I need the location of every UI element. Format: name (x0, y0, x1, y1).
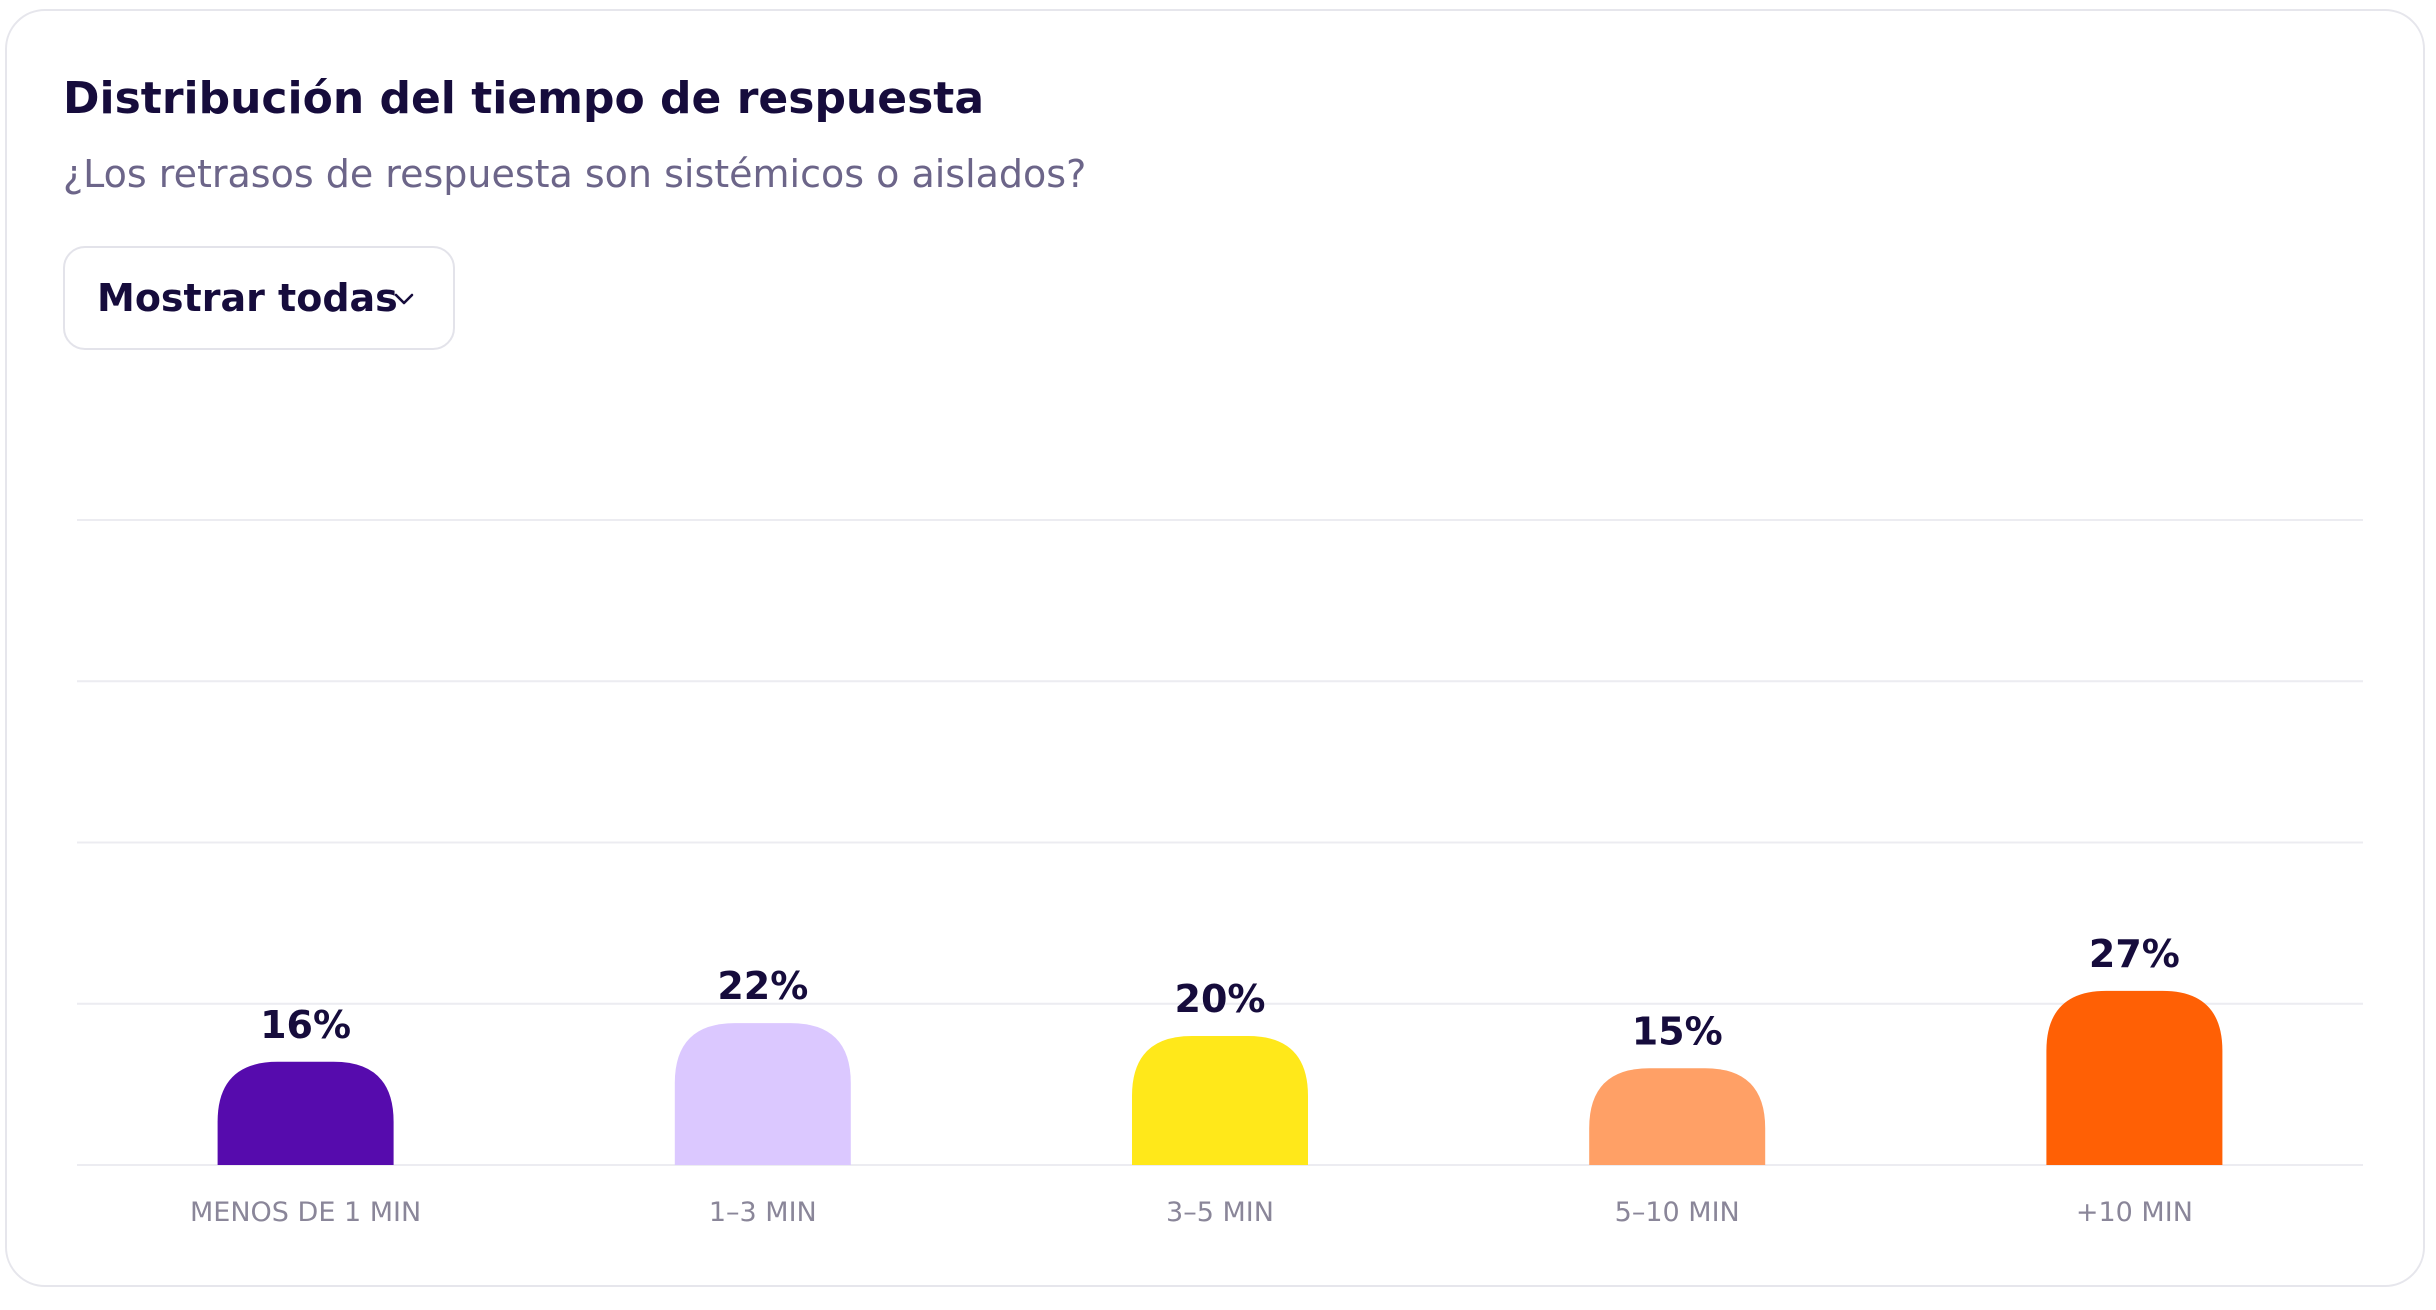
bar-chart: 16% MENOS DE 1 MIN 22% 1–3 MIN 20% 3–5 MIN 15%… (77, 519, 2363, 1228)
filter-dropdown[interactable]: Mostrar todas (63, 246, 455, 350)
category-label: 1–3 MIN (709, 1197, 817, 1228)
bar-value-label: 16% (260, 1003, 351, 1047)
bar (674, 1023, 851, 1165)
category-label: MENOS DE 1 MIN (190, 1197, 421, 1228)
filter-dropdown-label: Mostrar todas (97, 276, 398, 320)
chart-title: Distribución del tiempo de respuesta (63, 73, 985, 124)
bar-value-label: 27% (2089, 932, 2180, 976)
category-label: +10 MIN (2076, 1197, 2193, 1228)
category-label: 5–10 MIN (1615, 1197, 1740, 1228)
bar (1589, 1068, 1766, 1165)
response-time-card: Distribución del tiempo de respuesta ¿Lo… (5, 9, 2425, 1287)
category-label: 3–5 MIN (1166, 1197, 1274, 1228)
chevron-down-icon (394, 293, 414, 305)
bar-value-label: 20% (1175, 977, 1266, 1021)
chart-subtitle: ¿Los retrasos de respuesta son sistémico… (63, 152, 1087, 196)
bar (2046, 990, 2223, 1165)
bar (1132, 1036, 1308, 1165)
bar (217, 1061, 394, 1165)
bar-value-label: 22% (717, 964, 808, 1008)
bar-value-label: 15% (1632, 1009, 1723, 1053)
